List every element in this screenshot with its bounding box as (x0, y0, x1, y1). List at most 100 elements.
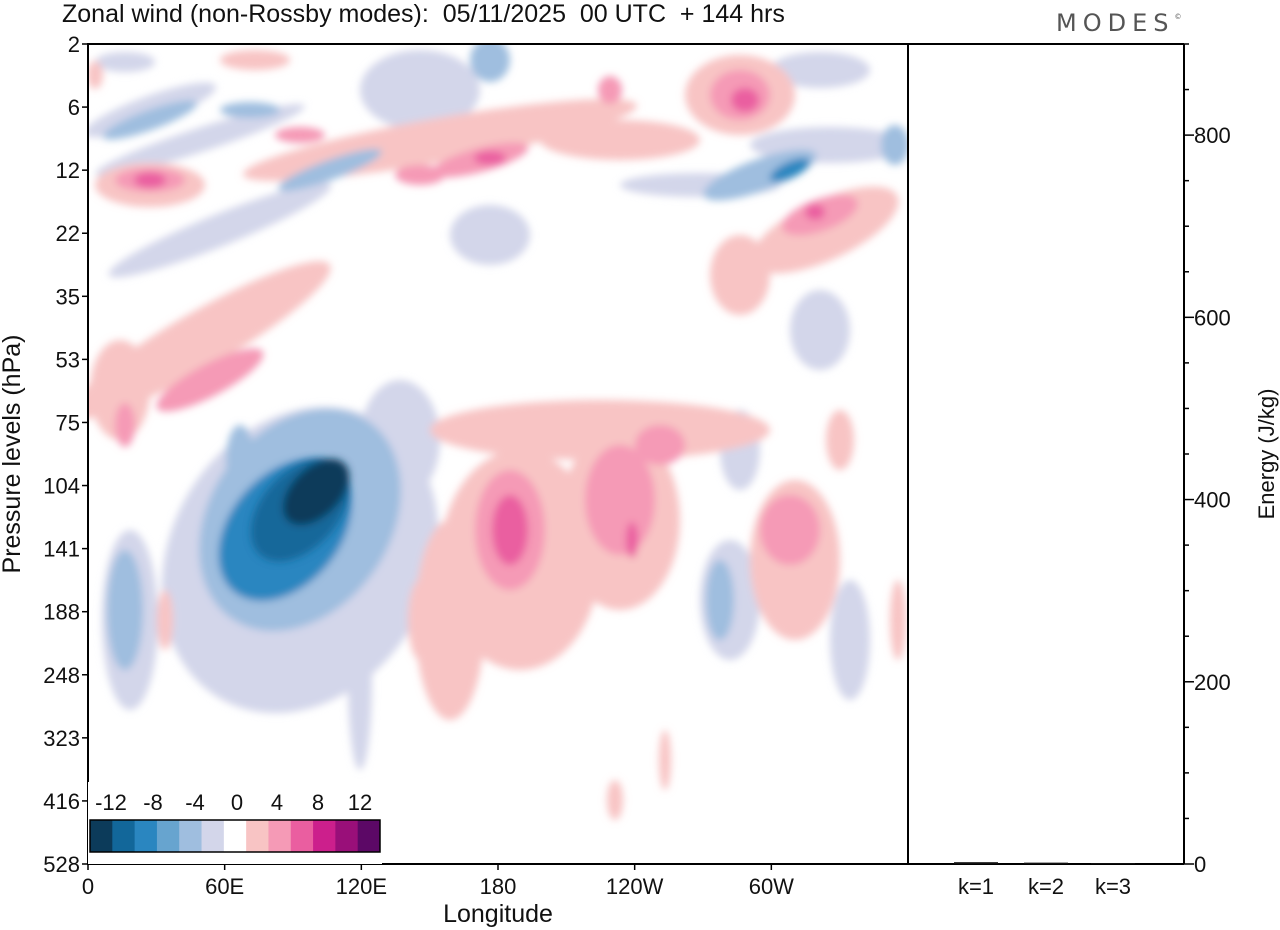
x-tick-label: 60E (205, 874, 244, 899)
colorbar-swatch (246, 820, 269, 852)
contour-neg-weak (830, 580, 870, 700)
contour-neg-weak (95, 52, 155, 72)
contour-pos-weak (157, 590, 173, 650)
y-tick-label: 323 (43, 726, 80, 751)
colorbar-swatch (112, 820, 136, 852)
colorbar-label: 0 (231, 790, 243, 815)
contour-pos-weak (408, 580, 432, 660)
contour-pos-mid (156, 348, 264, 412)
y-tick-label: 12 (56, 158, 80, 183)
energy-axis: 0 200 400 600 800 (1184, 43, 1231, 877)
contour-neg-mid (226, 425, 254, 495)
colorbar-swatch (90, 820, 113, 852)
contour-pos-weak (88, 61, 103, 89)
y-tick-label: 53 (56, 347, 80, 372)
x-tick-label: 60W (749, 874, 794, 899)
x-tick-label: 120W (606, 874, 664, 899)
colorbar-swatch (156, 820, 180, 852)
energy-tick-label: 200 (1194, 670, 1231, 695)
energy-category-label: k=3 (1095, 874, 1131, 899)
colorbar-label: -4 (185, 790, 205, 815)
contour-pos-weak (710, 235, 770, 315)
y-axis-label: Pressure levels (hPa) (0, 335, 26, 574)
colorbar-swatch (357, 820, 381, 852)
contour-pos-mid (115, 403, 135, 447)
colorbar-swatch (290, 820, 314, 852)
contour-pos-weak (826, 410, 854, 470)
contour-pos-weak (890, 580, 906, 660)
contour-neg-mid (881, 125, 908, 165)
energy-bar (954, 862, 998, 864)
contour-neg-weak (95, 104, 305, 176)
contour-pos-strong (492, 495, 528, 565)
contour-pos-weak (607, 780, 623, 820)
colorbar-frame (89, 819, 381, 853)
contour-field (88, 44, 908, 820)
contour-pos-mid (395, 165, 445, 185)
contour-neg-mid (107, 550, 143, 670)
contour-pos-strong (805, 204, 825, 220)
y-tick-label: 22 (56, 221, 80, 246)
contour-pos-mid (635, 425, 685, 465)
colorbar-label: 8 (312, 790, 324, 815)
contour-neg-weak (108, 182, 332, 278)
contour-pos-mid (598, 76, 622, 104)
colorbar-swatch (268, 820, 292, 852)
x-tick-label: 120E (336, 874, 387, 899)
contour-neg-mid (706, 560, 734, 640)
contour-pos-strong (134, 172, 166, 188)
colorbar-label: 12 (348, 790, 372, 815)
energy-axis-label: Energy (J/kg) (1254, 389, 1279, 520)
x-axis: 0 60E 120E 180 120W 60W (82, 864, 794, 899)
y-tick-label: 248 (43, 663, 80, 688)
contour-neg-weak (360, 50, 480, 130)
contour-pos-strong (731, 88, 759, 112)
y-axis: 2 6 12 22 35 53 75 104 141 188 248 323 416 528 (43, 32, 88, 877)
contour-neg-weak (770, 52, 870, 88)
y-tick-label: 188 (43, 600, 80, 625)
contour-neg-mid (470, 44, 510, 82)
logo-text: MODES (1056, 9, 1175, 37)
contour-neg-weak (348, 590, 372, 770)
y-tick-label: 6 (68, 95, 80, 120)
energy-tick-label: 0 (1194, 852, 1206, 877)
modes-logo: MODES© (1056, 9, 1181, 37)
y-tick-label: 104 (43, 474, 80, 499)
colorbar-swatch (313, 820, 336, 852)
colorbar-swatch (201, 820, 225, 852)
energy-bar (1024, 862, 1068, 864)
y-tick-label: 35 (56, 284, 80, 309)
energy-category-label: k=2 (1028, 874, 1064, 899)
contour-pos-weak (220, 50, 290, 70)
energy-tick-label: 800 (1194, 123, 1231, 148)
contour-neg-mid (102, 100, 198, 140)
y-tick-label: 75 (56, 410, 80, 435)
contour-neg-strong (769, 158, 811, 182)
contour-pos-weak (90, 340, 150, 440)
contour-pos-mid (760, 495, 820, 565)
colorbar-swatch (223, 820, 247, 852)
y-tick-label: 141 (43, 537, 80, 562)
energy-bar (1091, 863, 1135, 864)
colorbar-swatch (134, 820, 158, 852)
colorbar-swatch (335, 820, 359, 852)
y-tick-label: 416 (43, 789, 80, 814)
colorbar-swatch (179, 820, 203, 852)
energy-tick-label: 600 (1194, 305, 1231, 330)
contour-pos-weak (540, 120, 700, 160)
colorbar-label: -12 (95, 790, 127, 815)
chart-title: Zonal wind (non-Rossby modes): 05/11/202… (62, 0, 785, 28)
contour-neg-core (283, 459, 349, 525)
contour-pos-mid (585, 445, 655, 555)
y-tick-label: 2 (68, 32, 80, 57)
contour-neg-weak (790, 290, 850, 370)
logo-mark: © (1174, 13, 1182, 21)
energy-category-label: k=1 (958, 874, 994, 899)
y-tick-label: 528 (43, 852, 80, 877)
colorbar: -12 -8 -4 0 4 8 12 (88, 782, 382, 864)
contour-pos-weak (415, 520, 485, 720)
colorbar-label: 4 (271, 790, 283, 815)
x-axis-label: Longitude (443, 900, 553, 928)
energy-tick-label: 400 (1194, 488, 1231, 513)
